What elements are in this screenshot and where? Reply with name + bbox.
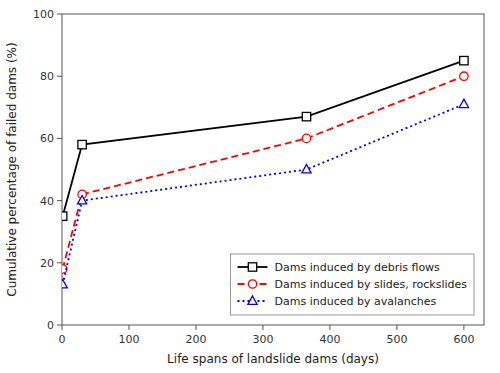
legend-marker <box>248 296 257 304</box>
series-line <box>63 76 464 269</box>
data-point <box>460 72 468 80</box>
data-layer <box>62 56 469 287</box>
y-axis-label: Cumulative percentage of failed dams (%) <box>5 42 19 296</box>
x-tick <box>396 325 397 330</box>
y-tick <box>57 262 62 263</box>
legend: Dams induced by debris flows Dams induced… <box>231 254 475 315</box>
y-tick <box>57 14 62 15</box>
x-tick-label: 100 <box>118 333 139 346</box>
y-tick-label: 20 <box>40 257 54 270</box>
x-tick-label: 300 <box>252 333 273 346</box>
x-axis-label: Life spans of landslide dams (days) <box>167 352 379 366</box>
x-tick <box>62 325 63 330</box>
chart: 0 100 200 300 400 500 600 0 20 40 60 80 100 Life span… <box>0 0 500 373</box>
y-tick-label: 40 <box>40 195 54 208</box>
x-tick-label: 0 <box>59 333 66 346</box>
series-line <box>63 61 464 217</box>
legend-box <box>231 254 475 315</box>
data-point <box>459 99 468 107</box>
legend-label: Dams induced by avalanches <box>275 295 437 308</box>
data-point <box>302 164 311 172</box>
x-tick-label: 600 <box>453 333 474 346</box>
data-point <box>78 140 86 148</box>
data-point <box>302 112 310 120</box>
legend-marker <box>248 263 256 271</box>
legend-marker <box>248 280 256 288</box>
x-tick <box>463 325 464 330</box>
data-point <box>62 280 67 288</box>
y-tick-label: 0 <box>47 319 54 332</box>
legend-label: Dams induced by debris flows <box>275 261 441 274</box>
x-tick-label: 500 <box>386 333 407 346</box>
data-point <box>77 196 86 204</box>
y-tick <box>57 325 62 326</box>
y-tick <box>57 200 62 201</box>
x-tick-label: 400 <box>319 333 340 346</box>
x-tick-label: 200 <box>185 333 206 346</box>
x-tick <box>128 325 129 330</box>
x-tick <box>195 325 196 330</box>
legend-label: Dams induced by slides, rockslides <box>275 278 468 291</box>
y-tick-label: 80 <box>40 70 54 83</box>
plot-frame <box>62 14 484 325</box>
y-tick <box>57 138 62 139</box>
y-tick-label: 100 <box>33 8 54 21</box>
data-point <box>302 134 310 142</box>
data-point <box>460 56 468 64</box>
x-tick <box>262 325 263 330</box>
x-tick <box>329 325 330 330</box>
y-tick <box>57 76 62 77</box>
data-point <box>62 212 67 220</box>
y-tick-label: 60 <box>40 132 54 145</box>
